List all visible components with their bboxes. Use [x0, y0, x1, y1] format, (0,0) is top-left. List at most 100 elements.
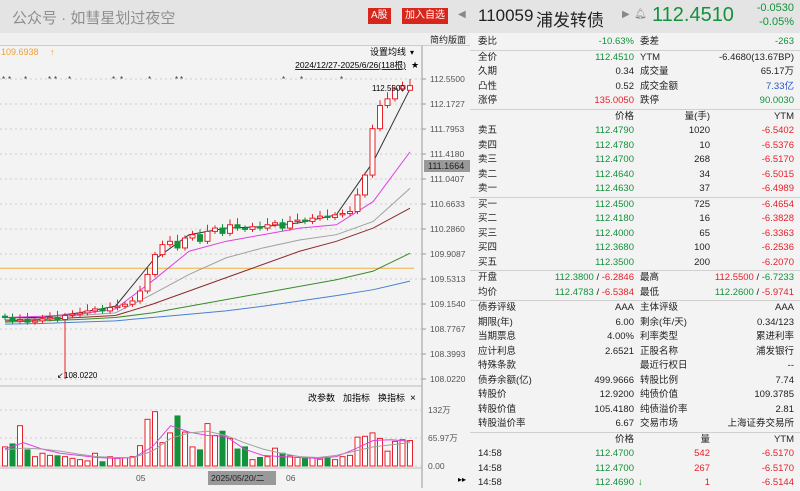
low-ytm: -5.9741 — [761, 286, 794, 298]
info-value: 2.81 — [775, 403, 795, 415]
level-qty: 37 — [699, 183, 710, 194]
quote-row: 凸性 0.52 成交金额 7.33亿 — [470, 80, 800, 95]
bid-row: 买五 112.3500 200 -6.2070 — [470, 256, 800, 271]
range-label[interactable]: 2024/12/27-2025/6/26(118根) — [295, 60, 406, 70]
scroll-right-icon[interactable]: ▸▸ — [458, 475, 466, 484]
candle — [99, 308, 106, 312]
weibi-label: 委比 — [478, 36, 498, 47]
close-indicator-icon[interactable]: × — [410, 393, 416, 404]
price-change-pct: -0.05% — [759, 16, 794, 28]
info-label: 利率类型 — [640, 331, 679, 342]
orderbook-header: 价格 量(手) YTM — [470, 110, 800, 125]
volume-ma-line — [4, 430, 411, 459]
price-tick-label: 111.7953 — [430, 124, 464, 134]
level-price: 112.4640 — [595, 168, 634, 180]
tick-ytm: -6.5170 — [761, 448, 794, 459]
level-ytm: -6.3363 — [761, 227, 794, 239]
candle — [339, 212, 346, 216]
candle — [182, 237, 188, 249]
level-price: 112.3680 — [595, 242, 634, 253]
month-label-06: 06 — [286, 473, 296, 483]
info-value: 105.4180 — [594, 403, 634, 415]
low-arrow-icon: ↙ — [57, 371, 64, 380]
price-tick-label: 112.1727 — [430, 99, 465, 109]
level-ytm: -6.5015 — [761, 168, 794, 180]
bond-name: 浦发转债 — [536, 11, 604, 30]
volume-bar — [347, 454, 353, 467]
low-label: 最低 — [640, 286, 660, 298]
candle — [167, 240, 173, 246]
event-marker-icon: * — [48, 75, 51, 84]
volume-bar — [272, 447, 278, 467]
add-watchlist-button[interactable]: 加入自选 — [402, 8, 448, 24]
collapse-left-icon[interactable]: ◀ — [458, 9, 466, 20]
bell-icon[interactable]: 🔔︎ — [634, 9, 647, 20]
volume-bar — [17, 425, 23, 467]
pin-icon[interactable]: ★ — [411, 60, 419, 70]
ma-line-ma5 — [5, 88, 411, 319]
watermark: 公众号 · 如彗星划过夜空 — [12, 10, 176, 27]
chart-canvas[interactable]: * * * * * * * * * * * * * *132万65.97万0.00112.5500112.… — [0, 46, 470, 488]
volume-bar — [384, 450, 391, 467]
event-marker-icon: * — [54, 75, 57, 84]
change-param-button[interactable]: 改参数 — [308, 392, 335, 403]
ticks-header: 价格 量 YTM — [470, 433, 800, 448]
dropdown-icon[interactable]: ▾ — [410, 48, 414, 57]
price-tick-label: 110.2860 — [430, 224, 465, 234]
volume-bar — [84, 460, 91, 467]
a-share-button[interactable]: A股 — [368, 8, 391, 24]
info-value: 7.74 — [775, 374, 795, 386]
event-marker-icon: * — [120, 75, 123, 84]
level-ytm: -6.4989 — [761, 183, 794, 194]
tick-time: 14:58 — [478, 462, 502, 474]
high-ytm: -6.7233 — [761, 272, 794, 283]
price-tick-label: 112.5500 — [430, 74, 465, 84]
info-label: 纯债溢价率 — [640, 403, 688, 415]
info-value: AAA — [614, 302, 634, 313]
volume-bar — [219, 430, 226, 467]
set-ma-button[interactable]: 设置均线 — [370, 46, 406, 57]
level-qty: 1020 — [688, 125, 710, 136]
volume-bar — [339, 456, 346, 467]
candle — [407, 85, 413, 91]
candle — [347, 211, 353, 214]
level-qty: 200 — [694, 256, 710, 268]
swap-indicator-button[interactable]: 换指标 — [378, 392, 405, 403]
quote-label: YTM — [640, 51, 661, 63]
info-row: 期限(年) 6.00 剩余(年/天) 0.34/123 — [470, 316, 800, 331]
info-label: 转股比例 — [640, 374, 679, 386]
low-marker: 108.0220 — [64, 371, 98, 380]
add-indicator-button[interactable]: 加指标 — [343, 392, 370, 403]
low-cell: 112.2600 / -5.9741 — [714, 286, 794, 298]
kline-chart[interactable]: * * * * * * * * * * * * * * 132万 65.97万 0.00 112.5500 112.… — [0, 46, 470, 488]
volume-bar — [62, 456, 68, 467]
layout-toggle[interactable]: 简约版面 — [429, 35, 466, 45]
tick-qty: 267 — [694, 462, 710, 474]
info-label: 当期票息 — [478, 331, 517, 342]
open-ytm: -6.2846 — [601, 272, 634, 283]
weicha-label: 委差 — [640, 36, 660, 47]
info-value: 0.34/123 — [757, 316, 794, 328]
tick-price-header: 价格 — [614, 433, 634, 445]
level-qty: 100 — [694, 242, 710, 253]
candle — [197, 234, 203, 242]
quote-row: 全价 112.4510 YTM -6.4680(13.67BP) — [470, 51, 800, 66]
ma-line-ma120 — [4, 280, 411, 325]
candle — [69, 313, 76, 317]
candle — [107, 307, 113, 312]
play-icon[interactable]: ▶ — [622, 9, 630, 20]
tick-price: 112.4700 — [595, 448, 634, 459]
quote-panel: 110059 浦发转债 ▶ 🔔︎ 112.4510 -0.0530 -0.05%… — [470, 0, 800, 488]
volume-bar — [377, 437, 383, 467]
info-label: 应计利息 — [478, 345, 517, 357]
volume-bar — [107, 456, 113, 467]
price-change: -0.0530 — [756, 2, 794, 14]
quote-row: 久期 0.34 成交量 65.17万 — [470, 65, 800, 80]
volume-bar — [174, 415, 181, 467]
info-label: 债券评级 — [478, 302, 517, 313]
candle — [92, 308, 98, 312]
price-tick-label: 109.9087 — [430, 249, 466, 259]
candle — [47, 317, 53, 320]
quote-header: 110059 浦发转债 ▶ 🔔︎ 112.4510 -0.0530 -0.05% — [470, 0, 800, 33]
info-label: 纯债价值 — [640, 389, 679, 400]
